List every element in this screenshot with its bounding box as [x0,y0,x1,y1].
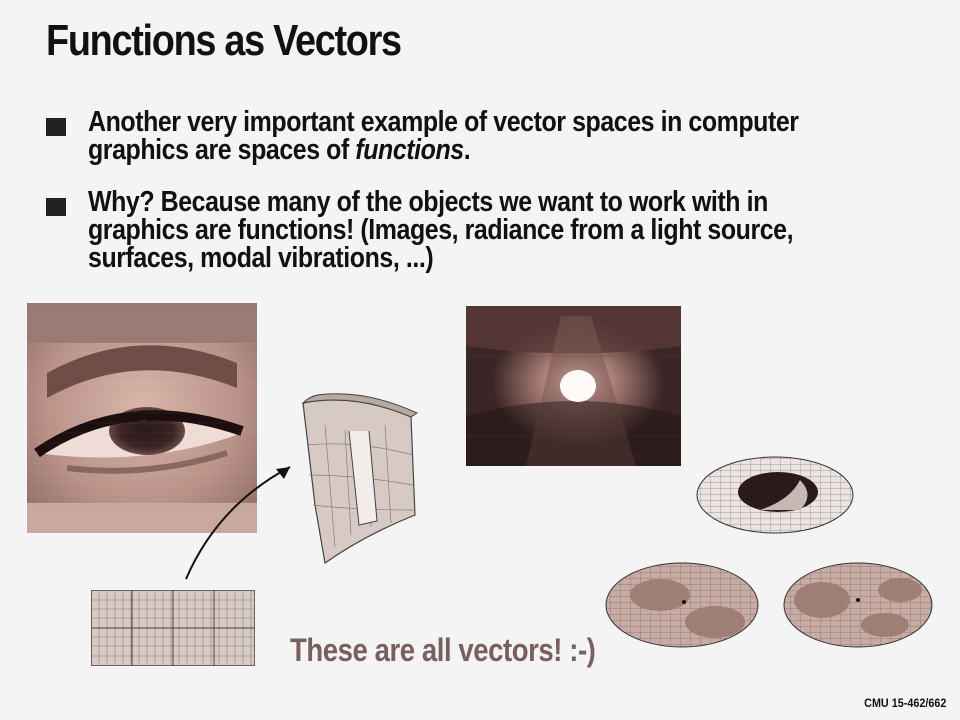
parametric-surface-patch [301,393,419,565]
slide-caption: These are all vectors! :-) [290,632,596,668]
parameter-domain-grid [91,590,255,666]
bullet-marker-1 [46,118,66,136]
vibration-mode-disk-2 [605,562,759,648]
vibration-mode-disk-1 [696,456,854,534]
bullet-2-line-2: graphics are functions! (Images, radianc… [88,214,794,246]
pixelated-eye-image [27,303,257,533]
slide-title: Functions as Vectors [46,16,402,65]
spotlight-radiance-image [466,306,681,466]
bullet-2-line-1: Why? Because many of the objects we want… [88,186,768,218]
bullet-1-line-1: Another very important example of vector… [88,106,799,138]
bullet-1-emphasis: functions [355,134,464,166]
bullet-1-period: . [463,134,471,166]
course-footer: CMU 15-462/662 [863,696,946,710]
bullet-1-line-2: graphics are spaces of functions. [88,134,471,166]
bullet-2-line-3: surfaces, modal vibrations, ...) [88,242,434,274]
mapping-arrow [185,466,291,580]
bullet-marker-2 [46,198,66,216]
bullet-1-line-2-text: graphics are spaces of [88,134,356,166]
modal-vibration-disks [605,456,933,648]
vibration-mode-disk-3 [783,562,933,648]
